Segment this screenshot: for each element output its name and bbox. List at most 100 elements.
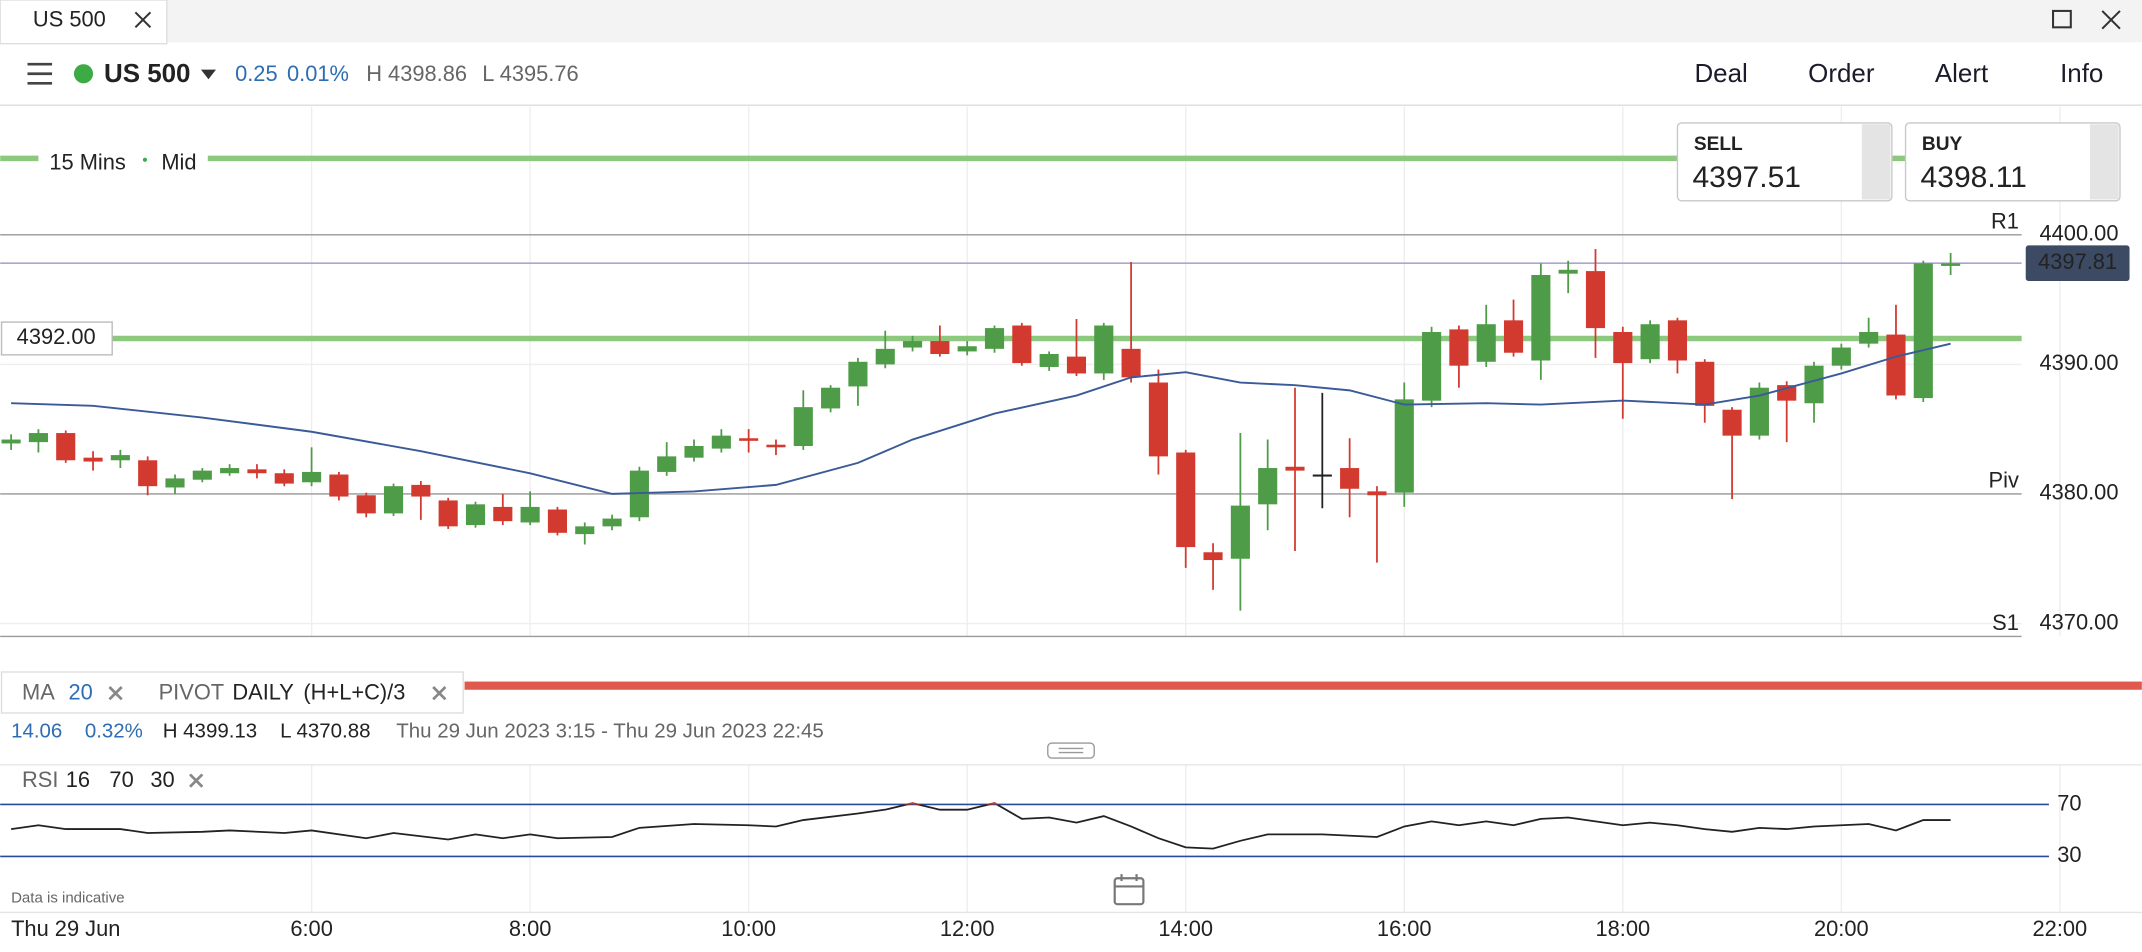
- tab[interactable]: [0, 0, 168, 45]
- candle-body: [465, 504, 486, 526]
- candle-body: [138, 460, 158, 487]
- candle-body: [28, 433, 48, 443]
- buy-price[interactable]: 4398.11: [1921, 161, 2027, 194]
- close-button[interactable]: [2101, 10, 2121, 30]
- chart-area: 6:00 8:00 10:00 12:00 14:00 16:00 18:00 20:00 22…: [0, 106, 2130, 941]
- instrument-name[interactable]: US 500: [104, 60, 191, 88]
- rsi-upper[interactable]: 70: [109, 767, 133, 792]
- candle-body: [739, 438, 759, 441]
- rsi-lower[interactable]: 30: [150, 767, 174, 792]
- candle-body: [1203, 552, 1223, 561]
- sell-button[interactable]: [1676, 122, 1893, 202]
- candle-body: [356, 495, 376, 514]
- buy-button[interactable]: [1904, 122, 2121, 202]
- candle-body: [329, 474, 349, 497]
- tab-close[interactable]: [134, 11, 152, 29]
- remove-pivot[interactable]: [432, 686, 447, 701]
- order-button[interactable]: Order: [1808, 60, 1875, 88]
- candle-body: [1941, 263, 1961, 266]
- candle-body: [493, 506, 513, 522]
- candle-body: [383, 486, 404, 514]
- candle-body: [1886, 334, 1906, 396]
- interval[interactable]: 15 Mins: [49, 150, 126, 175]
- candle-body: [602, 518, 622, 527]
- candle-body: [1285, 466, 1305, 471]
- candle-body: [766, 444, 786, 448]
- candle-body: [83, 457, 103, 462]
- candle-body: [1449, 329, 1469, 366]
- price-type[interactable]: Mid: [161, 150, 196, 175]
- candle-body: [930, 341, 950, 355]
- rsi-line: [10, 802, 1951, 850]
- rsi-period[interactable]: 16: [66, 767, 90, 792]
- alert-label-box: [0, 321, 113, 356]
- candle-body: [1476, 324, 1496, 362]
- candle-body: [1695, 361, 1715, 406]
- sell-price[interactable]: 4397.51: [1692, 161, 1801, 194]
- high: H 4398.86: [366, 61, 467, 86]
- candle-body: [1394, 399, 1414, 493]
- alert-label: 4392.00: [17, 324, 96, 349]
- x-tick-label: 16:00: [1377, 916, 1432, 941]
- candle-body: [438, 500, 458, 527]
- y-tick-label: 4380.00: [2040, 480, 2119, 505]
- candle-body: [1258, 468, 1278, 505]
- ma-period[interactable]: 20: [68, 680, 92, 705]
- candle-body: [56, 433, 76, 461]
- change-percent: 0.01%: [287, 61, 349, 86]
- candle-body: [192, 470, 212, 480]
- pivot-period[interactable]: DAILY: [232, 680, 294, 705]
- pivot-label[interactable]: PIVOT: [159, 680, 225, 705]
- x-tick-label: 12:00: [940, 916, 995, 941]
- y-tick-label: 4400.00: [2040, 221, 2119, 246]
- candle-body: [957, 346, 977, 352]
- candle-body: [1558, 269, 1578, 274]
- candle-body: [1230, 505, 1250, 559]
- candle-body: [1749, 387, 1769, 436]
- low: L 4395.76: [482, 61, 578, 86]
- y-tick-label: 4390.00: [2040, 350, 2119, 375]
- stats-range: Thu 29 Jun 2023 3:15 - Thu 29 Jun 2023 2…: [396, 720, 824, 743]
- sell-strip: [1861, 124, 1891, 200]
- pivot-formula[interactable]: (H+L+C)/3: [303, 680, 405, 705]
- stats-change: 14.06: [11, 720, 62, 743]
- handle-grip: [1058, 747, 1084, 754]
- candle-body: [1585, 271, 1606, 329]
- maximize-button[interactable]: [2052, 9, 2072, 29]
- rsi-tick-label: 30: [2057, 842, 2081, 867]
- candle-body: [657, 456, 677, 472]
- change: 0.25: [235, 61, 278, 86]
- remove-rsi[interactable]: [189, 773, 204, 788]
- x-tick-label: 6:00: [290, 916, 333, 941]
- candle-body: [220, 468, 240, 474]
- deal-button[interactable]: Deal: [1694, 60, 1747, 88]
- x-tick-label: 14:00: [1158, 916, 1213, 941]
- calendar-button[interactable]: [1113, 874, 1145, 906]
- candle-body: [165, 478, 185, 488]
- alert-button[interactable]: Alert: [1935, 60, 1989, 88]
- candle-body: [984, 328, 1005, 349]
- sell-label[interactable]: SELL: [1694, 134, 1743, 155]
- candle-body: [793, 407, 813, 447]
- market-status: [73, 64, 94, 84]
- y-tick-label: 4370.00: [2040, 609, 2119, 634]
- rsi-label[interactable]: RSI: [22, 767, 58, 792]
- remove-ma[interactable]: [108, 686, 123, 701]
- menu-button[interactable]: [27, 62, 53, 85]
- candle-body: [1722, 409, 1742, 436]
- x-tick-label: 22:00: [2033, 916, 2088, 941]
- info-button[interactable]: Info: [2060, 60, 2103, 88]
- ma-label[interactable]: MA: [22, 680, 55, 705]
- buy-label[interactable]: BUY: [1922, 134, 1963, 155]
- instrument-dropdown[interactable]: [200, 69, 216, 80]
- candle-body: [575, 526, 595, 535]
- tab-title[interactable]: US 500: [33, 6, 106, 31]
- candle-body: [875, 348, 895, 365]
- pane-resize-handle[interactable]: [1047, 742, 1095, 759]
- candle-body: [1066, 356, 1087, 374]
- tab-bar: [0, 0, 2142, 43]
- candle-body: [302, 471, 322, 483]
- stats-change-percent: 0.32%: [85, 720, 143, 743]
- date-label: Thu 29 Jun: [11, 916, 120, 941]
- candle-body: [711, 435, 731, 449]
